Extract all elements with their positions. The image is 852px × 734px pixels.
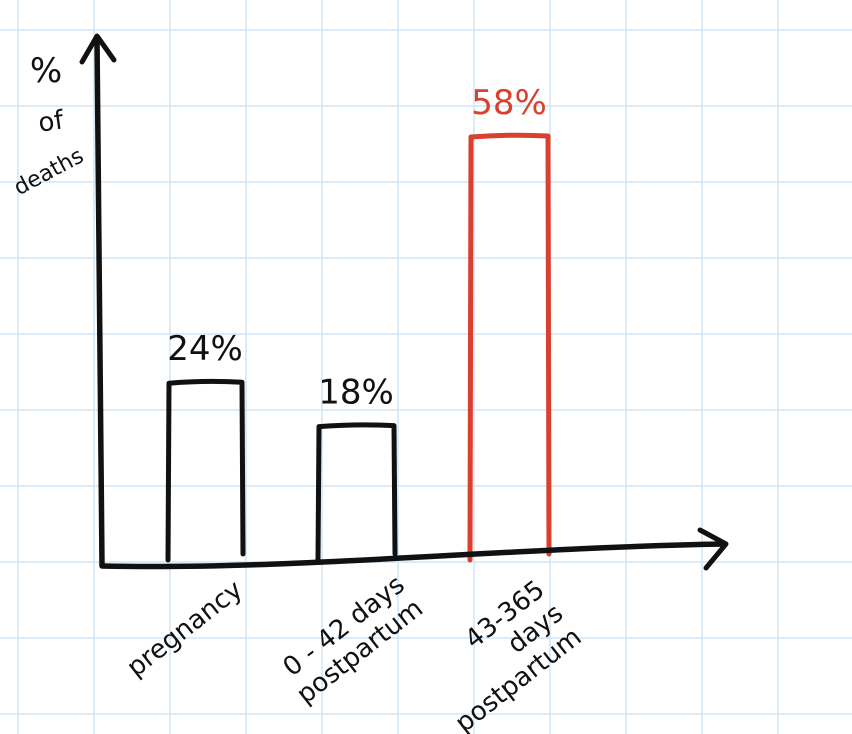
bar-1 [165, 378, 246, 563]
bar-2 [315, 422, 398, 563]
value-label-2: 18% [318, 373, 394, 413]
value-labels-group: 24% 18% 58% [167, 83, 547, 413]
category-label-1: pregnancy [121, 575, 248, 683]
value-label-1: 24% [167, 329, 243, 369]
x-axis [99, 541, 727, 570]
value-label-3: 58% [471, 83, 547, 123]
y-axis-label-line-2: of [36, 105, 66, 138]
y-axis-label-line-1: % [30, 51, 62, 91]
bars-group [165, 132, 552, 563]
y-axis [94, 35, 105, 568]
category-label-1-line-1: pregnancy [121, 575, 248, 683]
x-axis-arrowhead [697, 527, 729, 571]
y-axis-arrowhead [79, 33, 117, 65]
bar-3 [467, 132, 552, 563]
y-axis-label-line-3: deaths [10, 144, 88, 201]
